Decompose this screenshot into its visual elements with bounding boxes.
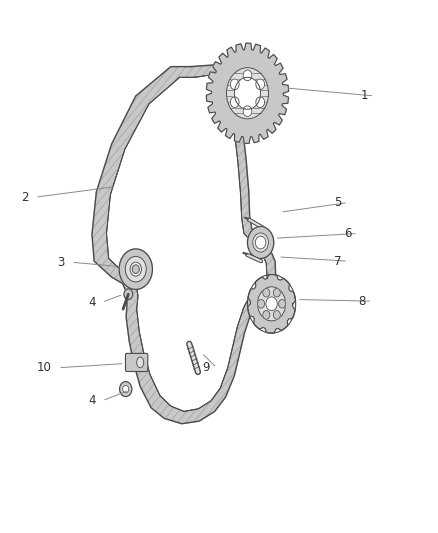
Polygon shape	[106, 74, 267, 411]
Circle shape	[243, 106, 252, 117]
Text: 3: 3	[57, 256, 65, 269]
Circle shape	[125, 256, 146, 282]
Circle shape	[263, 311, 270, 319]
Circle shape	[255, 236, 266, 249]
Circle shape	[132, 265, 139, 273]
Circle shape	[266, 297, 277, 311]
Polygon shape	[247, 274, 296, 333]
Text: 6: 6	[344, 227, 351, 240]
Circle shape	[273, 311, 280, 319]
Circle shape	[256, 79, 265, 90]
Circle shape	[234, 77, 261, 109]
Circle shape	[263, 288, 270, 297]
Text: 4: 4	[88, 394, 95, 407]
Text: 9: 9	[203, 361, 210, 374]
Circle shape	[256, 97, 265, 108]
Polygon shape	[92, 64, 276, 424]
Circle shape	[119, 249, 152, 289]
Text: 7: 7	[334, 255, 342, 268]
Text: 10: 10	[37, 361, 52, 374]
Circle shape	[226, 68, 268, 119]
Ellipse shape	[137, 357, 144, 368]
Text: 2: 2	[21, 191, 28, 204]
Circle shape	[258, 300, 265, 308]
Polygon shape	[206, 43, 289, 143]
Text: 8: 8	[358, 295, 366, 308]
Circle shape	[124, 289, 133, 300]
Circle shape	[273, 288, 280, 297]
Circle shape	[230, 97, 239, 108]
Text: 1: 1	[360, 90, 368, 102]
Circle shape	[120, 382, 132, 397]
Circle shape	[230, 79, 239, 90]
Text: 4: 4	[88, 296, 95, 309]
FancyBboxPatch shape	[125, 353, 148, 372]
Circle shape	[130, 262, 141, 276]
Circle shape	[247, 227, 274, 259]
Circle shape	[243, 70, 252, 80]
Polygon shape	[106, 74, 267, 411]
Circle shape	[258, 287, 286, 321]
Text: 5: 5	[334, 196, 342, 209]
Circle shape	[279, 300, 286, 308]
Circle shape	[253, 233, 268, 252]
Circle shape	[123, 385, 129, 393]
